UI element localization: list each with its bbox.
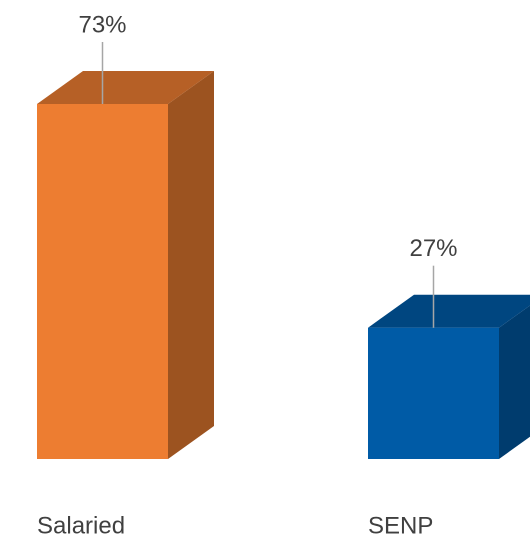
bar-side bbox=[499, 305, 530, 459]
bar-side bbox=[168, 71, 214, 459]
bar-top bbox=[37, 71, 214, 104]
bar bbox=[37, 104, 168, 459]
x-tick-label: SENP bbox=[368, 512, 433, 539]
x-tick-label: Salaried bbox=[37, 512, 125, 539]
data-label: 27% bbox=[409, 235, 457, 262]
data-label: 73% bbox=[78, 11, 126, 38]
bar bbox=[368, 327, 499, 459]
bar-top bbox=[368, 294, 530, 328]
